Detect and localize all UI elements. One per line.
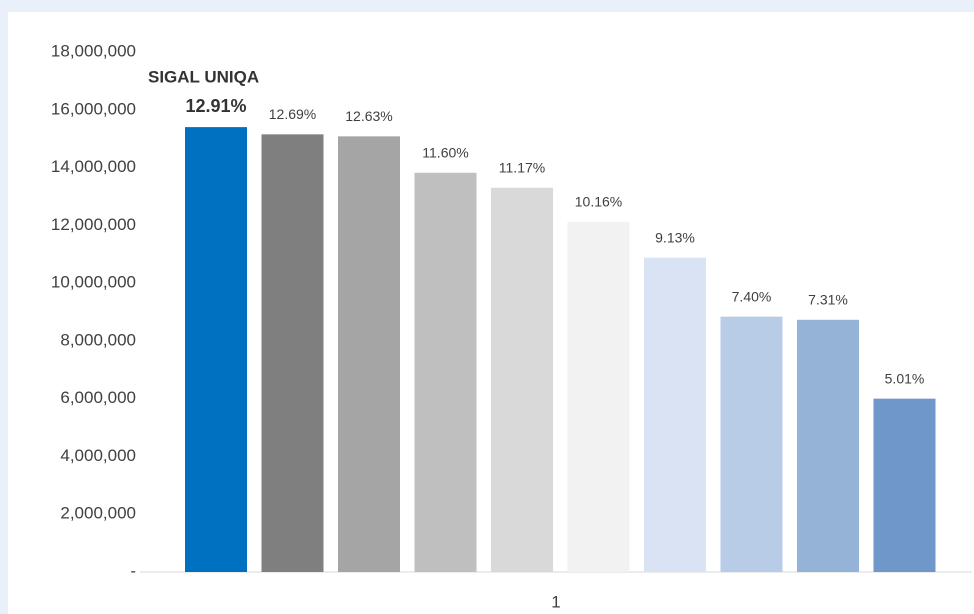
y-tick-label: 10,000,000 [51,273,136,292]
data-label: 12.63% [345,108,392,124]
bar [873,398,936,572]
bar [261,134,324,573]
bar [567,221,630,572]
data-label: 7.40% [732,288,772,304]
data-label: 11.60% [422,144,468,160]
bar [644,257,706,572]
y-tick-label: 6,000,000 [60,388,136,407]
data-label: 10.16% [575,194,622,210]
series-name: SIGAL UNIQA [148,67,259,86]
y-tick-label: 8,000,000 [60,330,136,349]
y-tick-label: 18,000,000 [51,41,136,60]
x-tick-label: 1 [551,592,560,611]
data-label: 7.31% [808,292,848,308]
y-tick-label: 16,000,000 [51,99,136,118]
data-label: 12.91% [185,96,246,116]
bar [185,127,247,572]
y-tick-label: - [130,561,136,580]
bar [491,187,553,572]
data-label: 9.13% [655,229,695,245]
bar [414,172,477,572]
y-tick-label: 2,000,000 [60,504,136,523]
y-tick-label: 4,000,000 [60,446,136,465]
bar [720,316,783,572]
y-tick-label: 14,000,000 [51,157,136,176]
bar [797,319,859,572]
data-label: 5.01% [885,370,925,386]
y-tick-label: 12,000,000 [51,215,136,234]
data-label: 11.17% [499,159,545,175]
data-label: 12.69% [269,106,316,122]
bar [338,136,400,572]
